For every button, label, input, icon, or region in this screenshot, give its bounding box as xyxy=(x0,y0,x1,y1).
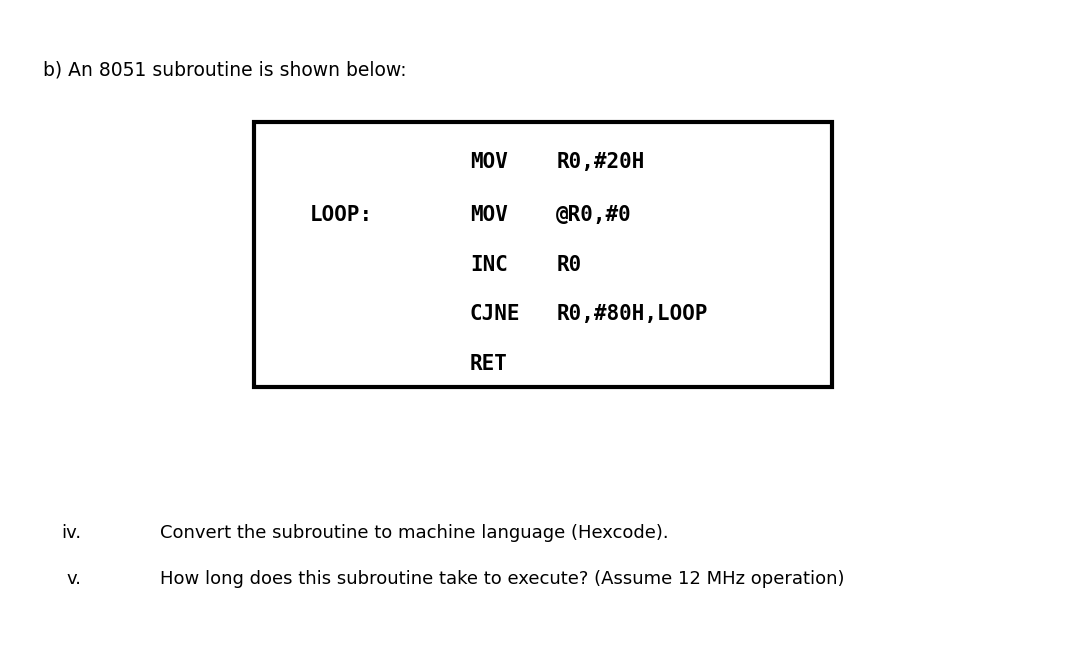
Text: iv.: iv. xyxy=(60,524,81,542)
Text: MOV: MOV xyxy=(470,152,508,172)
Text: CJNE: CJNE xyxy=(470,305,521,324)
Text: How long does this subroutine take to execute? (Assume 12 MHz operation): How long does this subroutine take to ex… xyxy=(160,570,845,589)
Text: @R0,#0: @R0,#0 xyxy=(556,205,632,225)
Text: R0: R0 xyxy=(556,255,581,275)
Text: v.: v. xyxy=(66,570,81,589)
Text: INC: INC xyxy=(470,255,508,275)
Text: RET: RET xyxy=(470,354,508,374)
Text: LOOP:: LOOP: xyxy=(310,205,373,225)
FancyBboxPatch shape xyxy=(254,122,832,387)
Text: MOV: MOV xyxy=(470,205,508,225)
Text: R0,#20H: R0,#20H xyxy=(556,152,645,172)
Text: b) An 8051 subroutine is shown below:: b) An 8051 subroutine is shown below: xyxy=(43,60,407,79)
Text: Convert the subroutine to machine language (Hexcode).: Convert the subroutine to machine langua… xyxy=(160,524,669,542)
Text: R0,#80H,LOOP: R0,#80H,LOOP xyxy=(556,305,707,324)
